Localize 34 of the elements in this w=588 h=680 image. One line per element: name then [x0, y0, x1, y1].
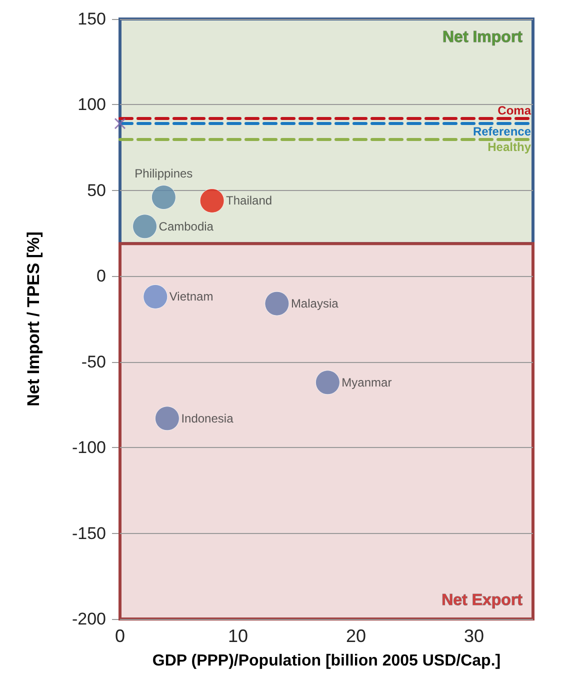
point [114, 118, 126, 130]
annotation: Myanmar [342, 375, 392, 390]
x-tick-label: 20 [346, 626, 366, 646]
y-tick-label: -50 [81, 352, 106, 372]
annotation: Indonesia [181, 411, 234, 426]
y-tick-label: 150 [78, 10, 106, 28]
annotation: Thailand [226, 194, 272, 208]
y-tick-label: -150 [72, 524, 106, 543]
y-tick-label: -200 [72, 610, 106, 628]
y-tick-label: -100 [72, 438, 106, 458]
y-axis-title: Net Import / TPES [%] [24, 232, 43, 406]
annotation: Cambodia [158, 219, 214, 234]
band-label: Net Export [442, 592, 524, 609]
point [154, 406, 180, 431]
band-label: Net Import [442, 29, 524, 46]
ref-line-label: Healthy [488, 140, 532, 154]
x-tick-label: 10 [228, 626, 248, 646]
ref-line-label: Reference [472, 124, 532, 139]
point [200, 188, 224, 213]
x-axis-title: GDP (PPP)/Population [billion 2005 USD/Cap.] [152, 652, 501, 670]
annotation: Philippines [134, 166, 193, 180]
x-tick-label: 0 [114, 626, 126, 646]
annotation: Vietnam [169, 290, 214, 304]
x-tick-label: 30 [464, 626, 484, 646]
point [151, 185, 176, 210]
ref-line-label: Coma [498, 103, 532, 118]
y-tick-label: 0 [96, 266, 106, 286]
annotation: Malaysia [290, 296, 339, 311]
point [143, 284, 168, 309]
point [264, 291, 290, 316]
y-tick-label: 100 [78, 95, 106, 114]
point [132, 214, 158, 239]
point [315, 370, 340, 395]
y-tick-label: 50 [87, 180, 106, 200]
